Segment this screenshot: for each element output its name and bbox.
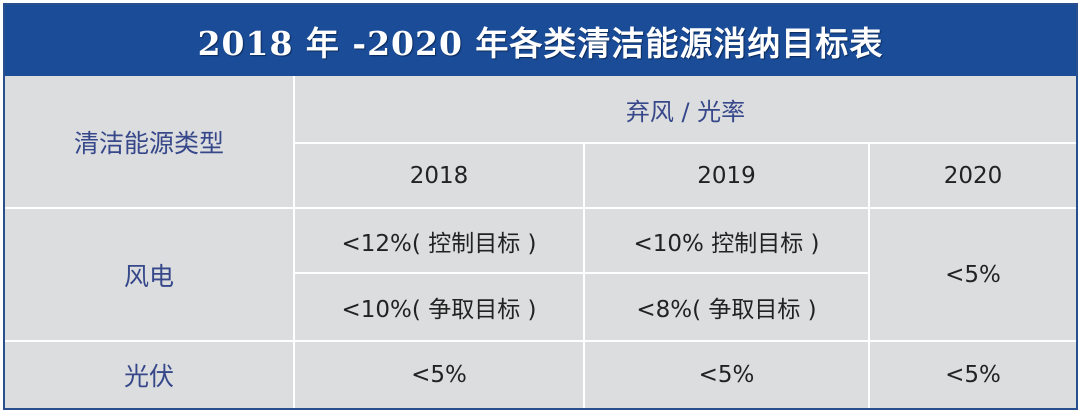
wind-2019-control: <10% 控制目标 ) [585,209,868,272]
divider [295,272,870,274]
wind-2018-strive: <10%( 争取目标 ) [295,274,583,340]
header-year-2020: 2020 [870,144,1076,207]
divider [868,142,870,408]
row-label-solar: 光伏 [5,342,293,408]
wind-2020: <5% [870,209,1076,340]
header-energy-type: 清洁能源类型 [5,76,293,207]
solar-2018: <5% [295,342,583,408]
header-curtailment-rate: 弃风 / 光率 [295,76,1076,142]
solar-2020: <5% [870,342,1076,408]
divider [583,142,585,408]
wind-2018-control: <12%( 控制目标 ) [295,209,583,272]
clean-energy-target-table: 2018 年 -2020 年各类清洁能源消纳目标表 清洁能源类型 弃风 / 光率… [3,3,1078,410]
divider [295,142,1076,144]
divider [293,76,295,408]
row-label-wind: 风电 [5,209,293,340]
header-year-2018: 2018 [295,144,583,207]
header-year-2019: 2019 [585,144,868,207]
divider [5,340,1076,342]
wind-2019-strive: <8%( 争取目标 ) [585,274,868,340]
table-title: 2018 年 -2020 年各类清洁能源消纳目标表 [5,5,1076,76]
divider [5,207,1076,209]
solar-2019: <5% [585,342,868,408]
